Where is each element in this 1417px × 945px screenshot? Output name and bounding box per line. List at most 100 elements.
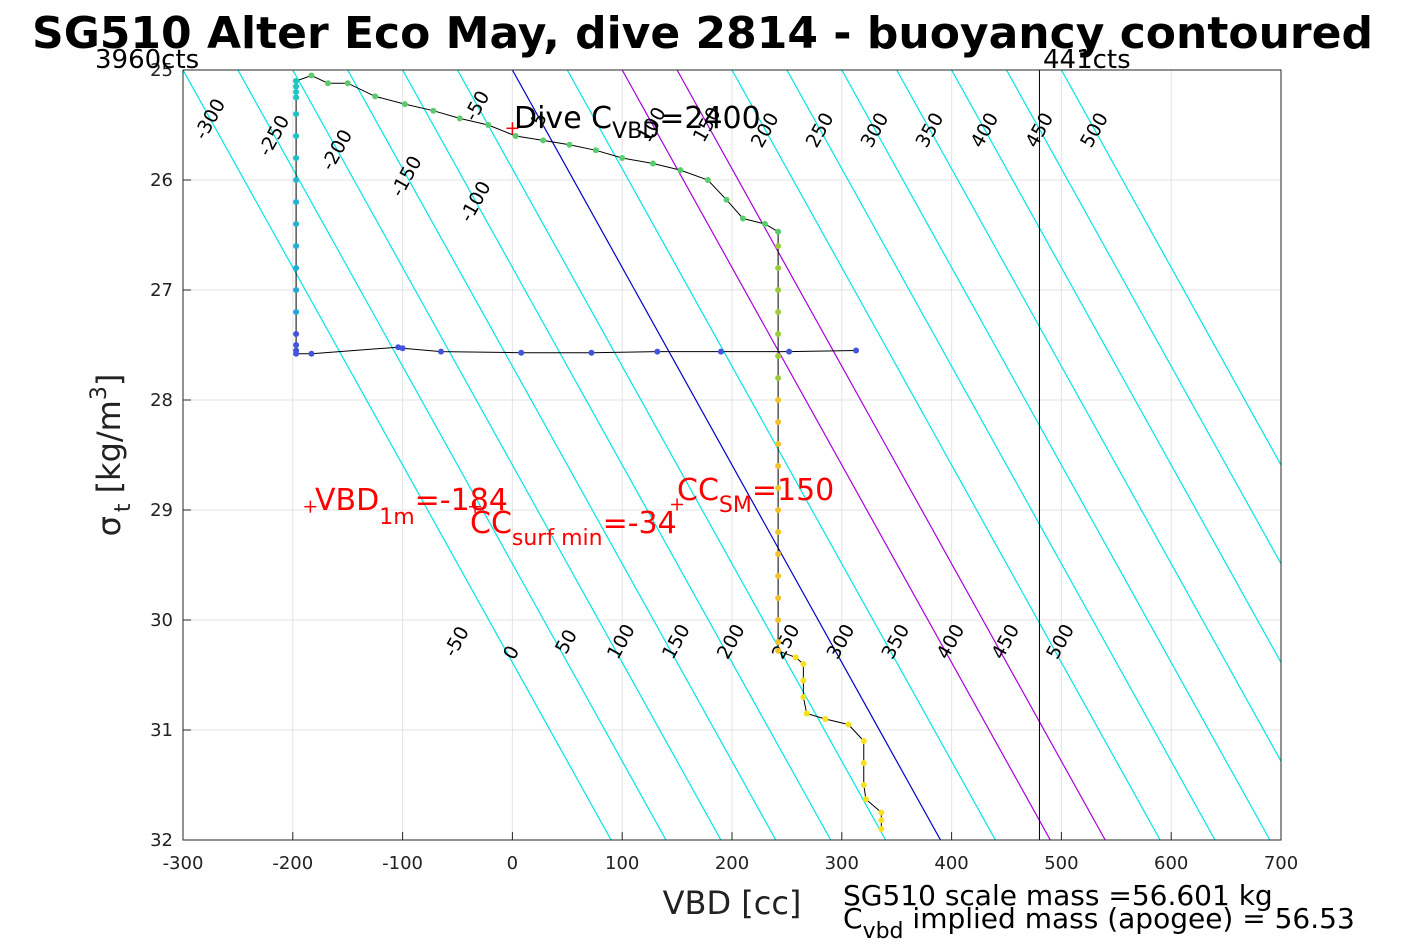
data-point: [775, 463, 782, 469]
cc-surf-min-sub: surf min: [512, 526, 603, 551]
data-point: [518, 349, 525, 356]
data-point: [775, 617, 782, 623]
x-tick-label: 300: [825, 853, 859, 874]
contour-line: [237, 70, 667, 840]
contour-line: [676, 70, 1106, 840]
data-point: [775, 228, 782, 235]
data-point: [803, 710, 810, 717]
data-point: [775, 507, 782, 513]
dive-c-annotation: Dive CVBD=2400: [514, 101, 761, 144]
cc-sm-annotation: CCSM=150: [677, 473, 834, 518]
data-point: [293, 133, 300, 139]
cc-surf-min-marker: [469, 500, 482, 513]
y-tick-label: 29: [150, 500, 173, 521]
y-axis-label: σt [kg/m3]: [87, 374, 136, 537]
implied-mass-text: Cvbd implied mass (apogee) = 56.53: [843, 902, 1355, 944]
data-point: [293, 243, 300, 249]
data-point: [399, 345, 406, 352]
buoyancy-contours: [183, 70, 1281, 840]
right-limit-label: 441cts: [1043, 45, 1131, 75]
data-point: [775, 485, 782, 491]
data-point: [512, 133, 519, 139]
data-point: [344, 80, 351, 87]
data-point: [293, 94, 300, 101]
x-tick-label: 700: [1264, 853, 1298, 874]
cc-sm-val: =150: [752, 473, 834, 508]
dive-c-main: Dive C: [514, 101, 612, 136]
data-point: [566, 141, 573, 148]
annotation-markers: [304, 122, 684, 513]
data-point: [293, 265, 300, 271]
contour-line: [347, 70, 777, 840]
data-point: [293, 83, 300, 90]
x-tick-label: 200: [715, 853, 749, 874]
vbd-1m-main: VBD: [315, 483, 379, 518]
y-axis-label-end: ]: [90, 374, 128, 386]
data-point: [430, 107, 437, 114]
dive-c-val: =2400: [659, 101, 760, 136]
x-tick-label: 100: [605, 853, 639, 874]
data-point: [775, 309, 782, 315]
data-point: [775, 441, 782, 447]
dive-c-sub: VBD: [612, 119, 659, 144]
data-point: [775, 353, 782, 359]
data-point: [293, 111, 300, 117]
data-point: [775, 419, 782, 425]
cc-sm-marker: [671, 498, 684, 511]
data-point: [324, 80, 331, 87]
x-tick-label: -300: [163, 853, 204, 874]
data-point: [372, 93, 379, 100]
data-point: [800, 677, 807, 684]
data-point: [775, 287, 782, 293]
contour-line: [621, 70, 1051, 840]
y-tick-label: 25: [150, 60, 173, 81]
data-point: [485, 122, 492, 128]
cc-surf-min-annotation: CCsurf min=-34: [470, 506, 677, 551]
data-point: [293, 331, 300, 337]
y-tick-label: 28: [150, 390, 173, 411]
data-point: [293, 342, 300, 348]
data-point: [853, 347, 860, 354]
x-tick-label: -100: [382, 853, 423, 874]
data-point: [860, 782, 867, 788]
data-point: [775, 529, 782, 535]
data-point: [775, 331, 782, 337]
data-point: [401, 101, 408, 108]
cc-sm-main: CC: [677, 473, 719, 508]
y-tick-label: 31: [150, 720, 173, 741]
y-tick-label: 30: [150, 610, 173, 631]
data-point: [293, 287, 300, 293]
axis-ticks: -300 -200 -100 0 100 200 300 400 500 600 700 25 26 27…: [150, 60, 1298, 874]
data-point: [677, 167, 684, 174]
data-point: [293, 155, 300, 161]
contour-line: [951, 70, 1281, 664]
data-point: [540, 137, 547, 144]
cc-sm-sub: SM: [719, 493, 752, 518]
dive-c-marker: [506, 122, 519, 135]
contour-line: [1005, 70, 1281, 565]
data-point: [293, 199, 300, 205]
y-axis-label-sup: 3: [87, 386, 112, 400]
chart-title: SG510 Alter Eco May, dive 2814 - buoyanc…: [32, 8, 1373, 59]
data-point: [761, 221, 768, 227]
contour-line: [1060, 70, 1281, 467]
data-point: [775, 375, 782, 381]
implied-mass-main: C: [843, 902, 863, 935]
x-tick-label: -200: [272, 853, 313, 874]
data-point: [649, 160, 656, 167]
y-tick-label: 27: [150, 280, 173, 301]
data-point: [786, 348, 793, 355]
left-limit-label: 3960cts: [95, 45, 199, 75]
contour-line: [786, 70, 1216, 840]
data-point: [845, 721, 852, 728]
contour-line: [292, 70, 722, 840]
data-point: [723, 196, 730, 203]
data-point: [800, 694, 807, 700]
contour-line: [456, 70, 887, 840]
vbd-1m-val: =-184: [415, 483, 508, 518]
contour-line: [841, 70, 1271, 840]
data-point: [456, 115, 463, 122]
series-line: [295, 81, 857, 355]
contour-line: [402, 70, 832, 840]
data-point: [878, 809, 885, 816]
